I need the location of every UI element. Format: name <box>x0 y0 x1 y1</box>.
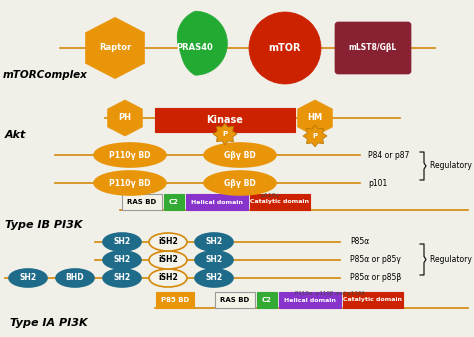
Text: RAS BD: RAS BD <box>128 199 156 205</box>
Text: Type IA PI3K: Type IA PI3K <box>10 318 88 328</box>
Ellipse shape <box>204 171 276 195</box>
Polygon shape <box>177 11 228 75</box>
Text: Akt: Akt <box>5 130 27 140</box>
Text: C2: C2 <box>169 199 179 205</box>
Text: SH2: SH2 <box>19 274 36 282</box>
Polygon shape <box>85 18 145 79</box>
Ellipse shape <box>149 233 187 251</box>
Ellipse shape <box>9 269 47 287</box>
FancyBboxPatch shape <box>155 108 295 132</box>
FancyBboxPatch shape <box>250 194 310 210</box>
Text: Raptor: Raptor <box>99 43 131 53</box>
Text: P110γ BD: P110γ BD <box>109 151 151 159</box>
Text: SH2: SH2 <box>113 238 130 246</box>
FancyBboxPatch shape <box>215 292 255 308</box>
Text: P85α: P85α <box>350 238 369 246</box>
Text: SH2: SH2 <box>113 255 130 265</box>
FancyBboxPatch shape <box>122 194 162 210</box>
FancyBboxPatch shape <box>186 194 248 210</box>
Ellipse shape <box>94 143 166 167</box>
Text: PRAS40: PRAS40 <box>177 43 213 53</box>
Polygon shape <box>303 125 327 147</box>
Text: C2: C2 <box>262 297 272 303</box>
Text: Helical domain: Helical domain <box>191 200 243 205</box>
Text: PH: PH <box>118 114 131 123</box>
FancyBboxPatch shape <box>279 292 341 308</box>
Ellipse shape <box>103 233 141 251</box>
Text: HM: HM <box>308 114 323 123</box>
Text: iSH2: iSH2 <box>158 255 178 265</box>
Text: Kinase: Kinase <box>207 115 244 125</box>
Text: SH2: SH2 <box>205 238 223 246</box>
Text: mTORComplex: mTORComplex <box>3 70 88 80</box>
Text: P84 or p87: P84 or p87 <box>368 151 410 159</box>
Text: Helical domain: Helical domain <box>284 298 336 303</box>
Text: P: P <box>312 133 318 139</box>
Ellipse shape <box>149 269 187 287</box>
FancyBboxPatch shape <box>156 292 194 308</box>
Text: SH2: SH2 <box>205 274 223 282</box>
Text: RAS BD: RAS BD <box>220 297 250 303</box>
Ellipse shape <box>195 233 233 251</box>
Text: BHD: BHD <box>66 274 84 282</box>
Text: iSH2: iSH2 <box>158 238 178 246</box>
Text: SH2: SH2 <box>205 255 223 265</box>
Ellipse shape <box>56 269 94 287</box>
Ellipse shape <box>195 269 233 287</box>
Text: Gβγ BD: Gβγ BD <box>224 179 256 187</box>
Polygon shape <box>298 100 332 136</box>
Ellipse shape <box>195 251 233 269</box>
Ellipse shape <box>94 171 166 195</box>
Text: Catalytic domain: Catalytic domain <box>344 298 402 303</box>
Polygon shape <box>213 123 237 145</box>
Text: P85α or p85β: P85α or p85β <box>350 274 401 282</box>
Text: Catalytic domain: Catalytic domain <box>250 200 310 205</box>
Text: Type IB PI3K: Type IB PI3K <box>5 220 82 230</box>
Text: Gβγ BD: Gβγ BD <box>224 151 256 159</box>
FancyBboxPatch shape <box>335 22 411 74</box>
Text: P110γ BD: P110γ BD <box>109 179 151 187</box>
Ellipse shape <box>103 251 141 269</box>
Text: mTOR: mTOR <box>269 43 301 53</box>
Text: p101: p101 <box>368 179 387 187</box>
Text: iSH2: iSH2 <box>158 274 178 282</box>
Text: Regulatory domain: Regulatory domain <box>430 161 474 171</box>
Circle shape <box>249 12 321 84</box>
Polygon shape <box>108 100 142 136</box>
Ellipse shape <box>103 269 141 287</box>
Ellipse shape <box>204 143 276 167</box>
Text: P: P <box>222 131 228 137</box>
Text: Regulatory domain: Regulatory domain <box>430 255 474 265</box>
Text: P85α or p85γ: P85α or p85γ <box>350 255 401 265</box>
Text: SH2: SH2 <box>113 274 130 282</box>
Text: P110α, p110β and p1106: P110α, p110β and p1106 <box>295 291 365 296</box>
FancyBboxPatch shape <box>257 292 277 308</box>
Text: mLST8/GβL: mLST8/GβL <box>349 43 397 53</box>
FancyBboxPatch shape <box>164 194 184 210</box>
Text: P85 BD: P85 BD <box>161 297 189 303</box>
Text: p110γ: p110γ <box>260 193 280 198</box>
FancyBboxPatch shape <box>343 292 403 308</box>
Ellipse shape <box>149 251 187 269</box>
